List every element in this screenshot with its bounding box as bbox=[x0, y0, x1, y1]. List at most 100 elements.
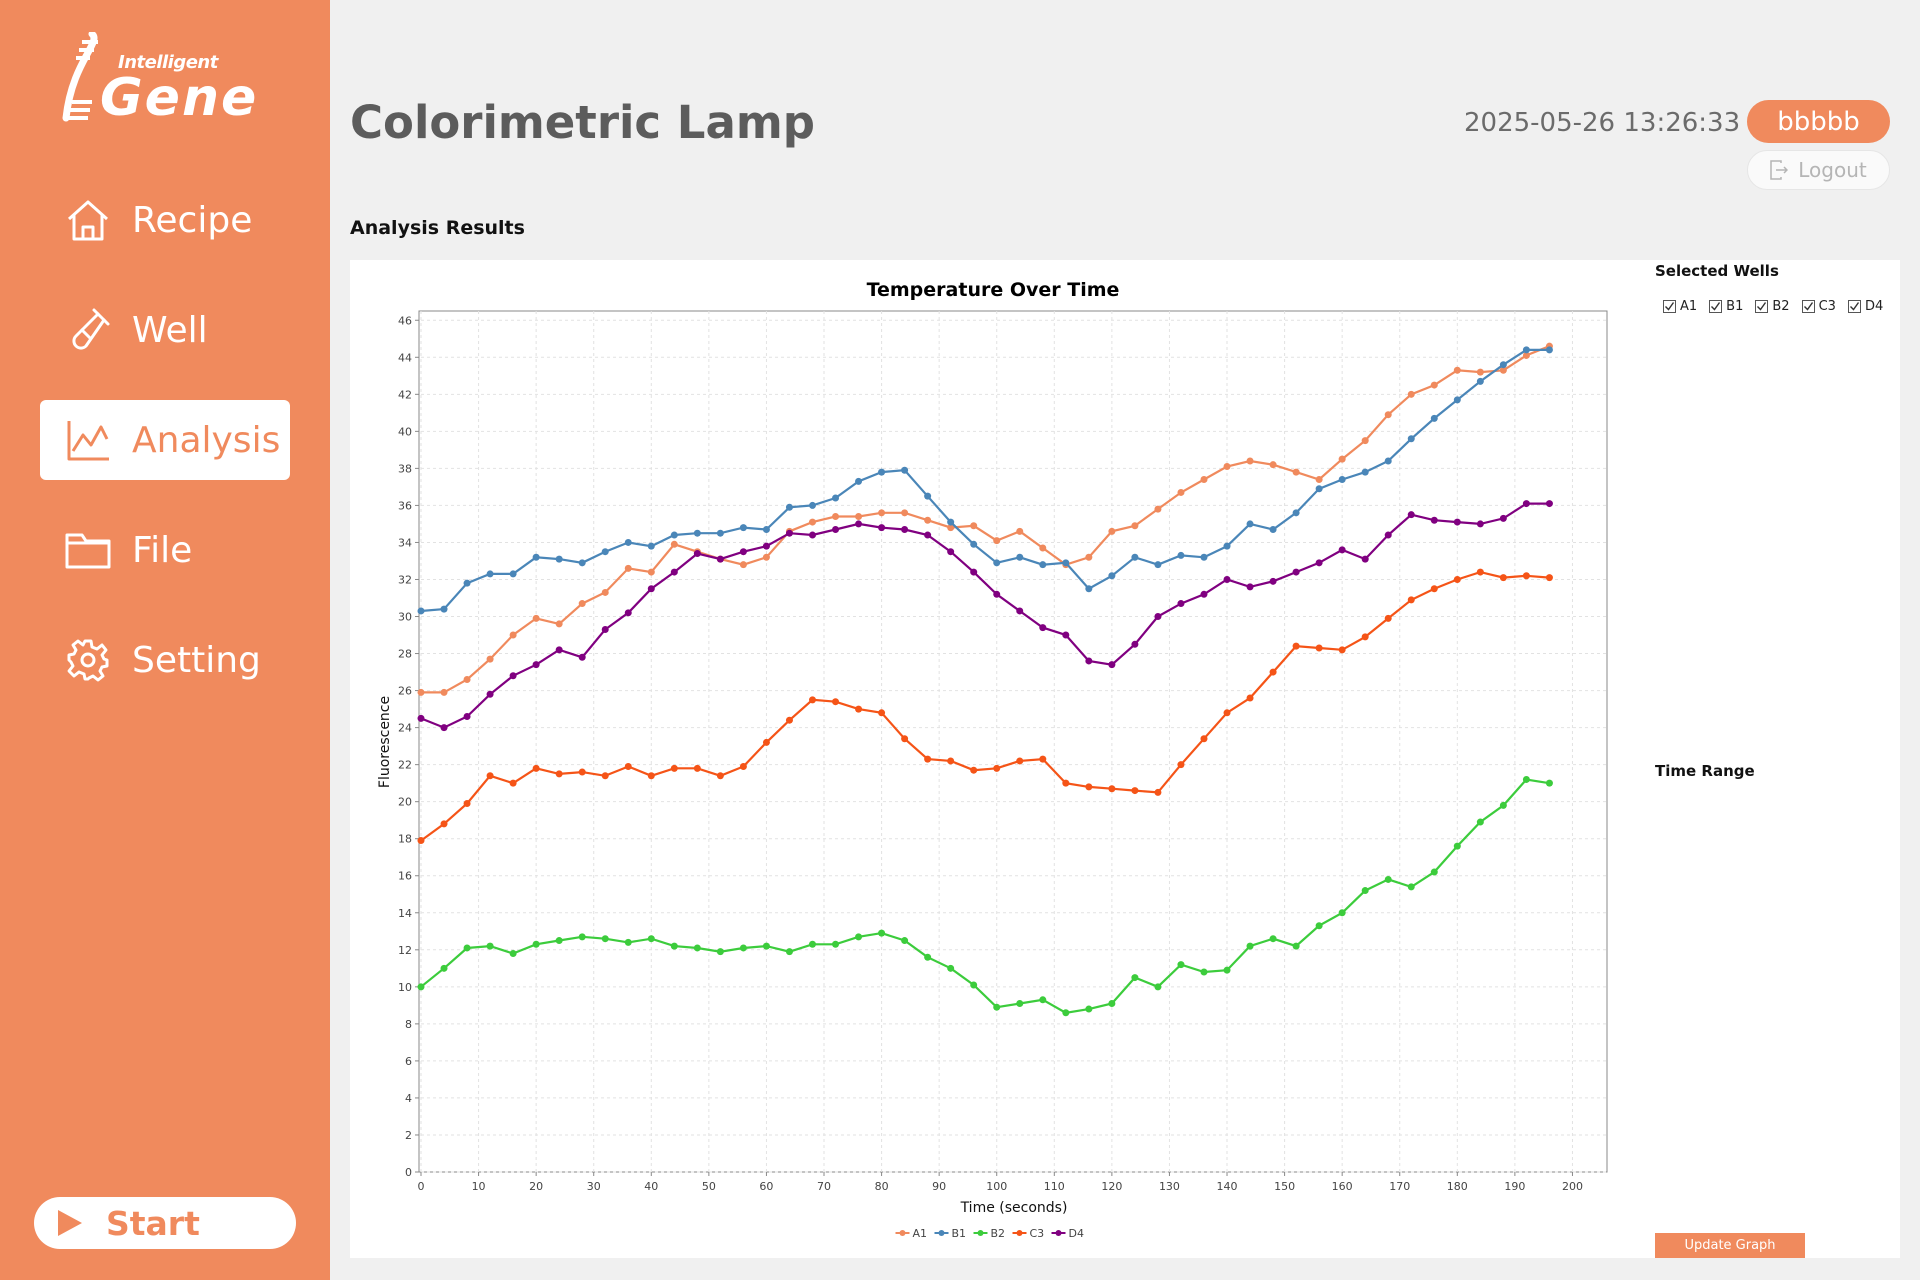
series-line-b2 bbox=[420, 778, 1550, 1014]
data-point bbox=[808, 940, 816, 948]
data-point bbox=[509, 570, 517, 578]
data-point bbox=[1223, 575, 1231, 583]
data-point bbox=[1338, 546, 1346, 554]
sidebar-item-analysis[interactable]: Analysis bbox=[40, 400, 290, 480]
logout-label: Logout bbox=[1798, 158, 1867, 182]
data-point bbox=[624, 564, 632, 572]
legend-item-b2: B2 bbox=[973, 1227, 1005, 1240]
data-point bbox=[1246, 942, 1254, 950]
x-tick-label: 140 bbox=[1217, 1180, 1238, 1193]
x-tick-label: 0 bbox=[418, 1180, 425, 1193]
data-point bbox=[970, 568, 978, 576]
sidebar-item-label: Analysis bbox=[132, 419, 281, 461]
data-point bbox=[532, 940, 540, 948]
data-point bbox=[1108, 527, 1116, 535]
data-point bbox=[1315, 922, 1323, 930]
start-button[interactable]: Start bbox=[34, 1197, 296, 1249]
x-tick-label: 10 bbox=[472, 1180, 486, 1193]
data-point bbox=[578, 768, 586, 776]
data-point bbox=[1545, 346, 1553, 354]
selected-wells-label: Selected Wells bbox=[1655, 262, 1779, 280]
chart-ylabel: Fluorescence bbox=[377, 696, 393, 788]
sidebar-item-recipe[interactable]: Recipe bbox=[40, 180, 290, 260]
well-checkbox-a1[interactable]: A1 bbox=[1663, 299, 1697, 314]
series-line-c3 bbox=[420, 570, 1550, 842]
y-tick-label: 18 bbox=[398, 833, 412, 846]
data-point bbox=[601, 625, 609, 633]
data-point bbox=[440, 964, 448, 972]
data-point bbox=[670, 531, 678, 539]
sidebar-item-well[interactable]: Well bbox=[40, 290, 290, 370]
checkbox-icon[interactable] bbox=[1847, 300, 1861, 313]
data-point bbox=[1476, 568, 1484, 576]
data-point bbox=[762, 738, 770, 746]
wells-checklist: A1 B1 B2 C3 D4 bbox=[1663, 299, 1883, 314]
data-point bbox=[832, 525, 840, 533]
data-point bbox=[463, 713, 471, 721]
data-point bbox=[924, 516, 932, 524]
checkbox-icon[interactable] bbox=[1709, 300, 1723, 313]
data-point bbox=[509, 779, 517, 787]
x-tick-label: 40 bbox=[644, 1180, 658, 1193]
data-point bbox=[624, 938, 632, 946]
sidebar-item-file[interactable]: File bbox=[40, 510, 290, 590]
data-point bbox=[1384, 411, 1392, 419]
data-point bbox=[832, 494, 840, 502]
folder-icon bbox=[64, 526, 112, 574]
data-point bbox=[624, 609, 632, 617]
data-point bbox=[716, 948, 724, 956]
y-tick-label: 42 bbox=[398, 388, 412, 401]
x-tick-label: 90 bbox=[932, 1180, 946, 1193]
data-point bbox=[1131, 553, 1139, 561]
data-point bbox=[1545, 574, 1553, 582]
data-point bbox=[624, 762, 632, 770]
data-point bbox=[1200, 475, 1208, 483]
y-tick-label: 6 bbox=[405, 1055, 412, 1068]
sidebar-item-label: File bbox=[132, 529, 193, 571]
data-point bbox=[647, 772, 655, 780]
checkbox-icon[interactable] bbox=[1663, 300, 1676, 313]
data-point bbox=[785, 948, 793, 956]
well-checkbox-d4[interactable]: D4 bbox=[1847, 299, 1883, 314]
checkbox-icon[interactable] bbox=[1755, 300, 1769, 313]
legend-swatch-point bbox=[938, 1230, 945, 1236]
data-point bbox=[878, 509, 886, 517]
well-checkbox-b1[interactable]: B1 bbox=[1709, 299, 1743, 314]
data-point bbox=[855, 513, 863, 521]
logout-button[interactable]: Logout bbox=[1747, 150, 1890, 190]
data-point bbox=[601, 935, 609, 943]
data-point bbox=[970, 540, 978, 548]
user-button[interactable]: bbbbb bbox=[1747, 100, 1890, 143]
legend-label: A1 bbox=[913, 1227, 928, 1240]
update-graph-button[interactable]: Update Graph bbox=[1655, 1233, 1805, 1258]
data-point bbox=[1384, 614, 1392, 622]
chart-panel: Temperature Over Time Time (seconds) Flu… bbox=[350, 260, 1900, 1258]
data-point bbox=[716, 772, 724, 780]
data-point bbox=[486, 772, 494, 780]
legend-label: D4 bbox=[1069, 1227, 1084, 1240]
data-point bbox=[808, 518, 816, 526]
well-checkbox-c3[interactable]: C3 bbox=[1801, 299, 1836, 314]
well-checkbox-b2[interactable]: B2 bbox=[1755, 299, 1790, 314]
data-point bbox=[1016, 527, 1024, 535]
start-button-label: Start bbox=[106, 1203, 200, 1243]
x-tick-label: 180 bbox=[1447, 1180, 1468, 1193]
data-point bbox=[808, 696, 816, 704]
checkbox-icon[interactable] bbox=[1801, 300, 1815, 313]
well-label: A1 bbox=[1680, 299, 1698, 314]
data-point bbox=[509, 672, 517, 680]
sidebar-item-label: Well bbox=[132, 309, 208, 351]
data-point bbox=[1292, 568, 1300, 576]
x-tick-label: 80 bbox=[875, 1180, 889, 1193]
data-point bbox=[970, 981, 978, 989]
time-range-label: Time Range bbox=[1655, 762, 1755, 780]
data-point bbox=[1407, 883, 1415, 891]
data-point bbox=[1039, 624, 1047, 632]
dna-logo-icon bbox=[62, 32, 98, 122]
data-point bbox=[924, 531, 932, 539]
sidebar-item-setting[interactable]: Setting bbox=[40, 620, 290, 700]
data-point bbox=[1154, 788, 1162, 796]
fluorescence-chart: Temperature Over Time Time (seconds) Flu… bbox=[377, 279, 1608, 1240]
data-point bbox=[1039, 755, 1047, 763]
data-point bbox=[440, 820, 448, 828]
